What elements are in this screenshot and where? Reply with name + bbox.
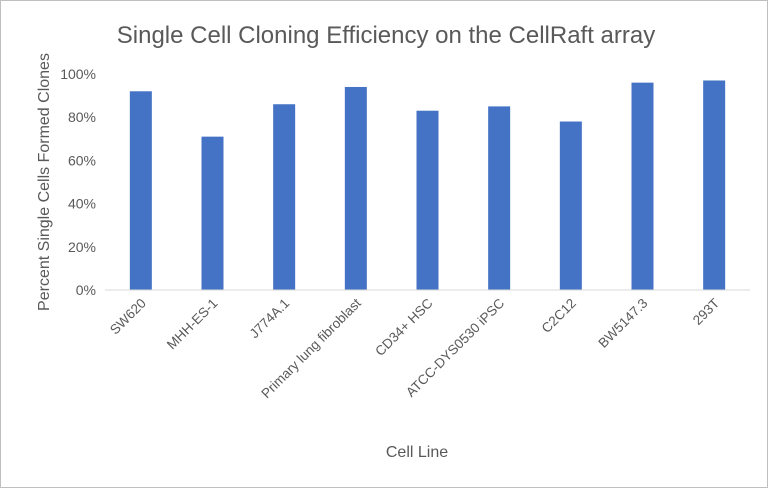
y-tick-label: 100% bbox=[60, 66, 96, 82]
bar bbox=[559, 121, 582, 291]
x-axis-title: Cell Line bbox=[386, 444, 448, 461]
bar bbox=[488, 106, 511, 291]
x-tick-label: MHH-ES-1 bbox=[164, 296, 221, 353]
bar bbox=[344, 86, 367, 291]
bar bbox=[631, 82, 654, 290]
x-tick-label: C2C12 bbox=[539, 296, 579, 336]
x-tick-label: BW5147.3 bbox=[595, 296, 650, 351]
bar bbox=[129, 91, 152, 290]
y-tick-label: 0% bbox=[76, 282, 96, 298]
chart-title: Single Cell Cloning Efficiency on the Ce… bbox=[117, 22, 656, 49]
x-tick-label: CD34+ HSC bbox=[372, 295, 436, 359]
y-axis-ticks: 0% 20% 40% 60% 80% 100% bbox=[60, 66, 96, 298]
bar bbox=[201, 136, 224, 290]
bar bbox=[703, 80, 726, 290]
y-tick-label: 40% bbox=[68, 196, 96, 212]
y-tick-label: 80% bbox=[68, 109, 96, 125]
y-tick-label: 20% bbox=[68, 239, 96, 255]
x-tick-label: 293T bbox=[690, 296, 722, 328]
y-tick-label: 60% bbox=[68, 152, 96, 168]
y-axis-title: Percent Single Cells Formed Clones bbox=[36, 53, 53, 311]
bars bbox=[129, 80, 726, 291]
bar bbox=[273, 104, 296, 291]
x-tick-label: J774A.1 bbox=[247, 296, 293, 342]
x-tick-label: SW620 bbox=[107, 296, 149, 338]
bar bbox=[416, 110, 439, 290]
